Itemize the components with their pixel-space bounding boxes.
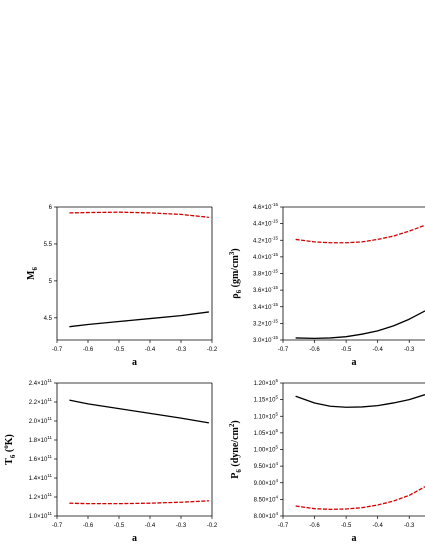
y-axis-label: M6	[26, 267, 39, 280]
y-tick-label: 2.2×1011	[29, 397, 53, 406]
y-tick-label: 1.8×1011	[29, 435, 53, 444]
x-tick-label: -0.3	[404, 347, 415, 353]
x-tick-label: -0.7	[52, 347, 63, 353]
y-tick-label: 3.0×10-15	[253, 335, 279, 344]
x-tick-label: -0.5	[114, 523, 125, 529]
y-tick-label: 1.6×1011	[29, 454, 53, 463]
solid-black-series-line	[295, 310, 425, 339]
y-tick-label: 5.5	[44, 242, 53, 248]
x-tick-label: -0.6	[83, 523, 94, 529]
y-tick-label: 9.50×104	[254, 461, 279, 470]
x-tick-label: -0.7	[278, 347, 289, 353]
x-axis-label: a	[132, 357, 137, 368]
x-tick-label: -0.4	[145, 347, 156, 353]
x-tick-label: -0.6	[309, 347, 320, 353]
y-tick-label: 3.2×10-15	[253, 318, 279, 327]
y-tick-label: 4.2×10-15	[253, 235, 279, 244]
y-tick-label: 1.05×105	[254, 428, 279, 437]
temperature-panel: -0.7 -0.6 -0.5 -0.4 -0.3 -0.2 1.0×1011 1.2×1011…	[2, 378, 218, 544]
x-tick-label: -0.7	[52, 523, 63, 529]
pressure-panel: -0.7 -0.6 -0.5 -0.4 -0.3 8.00×104 8.50×104 9.00…	[228, 378, 425, 544]
x-tick-label: -0.4	[145, 523, 156, 529]
x-axis-label: a	[352, 533, 357, 544]
y-tick-label: 1.15×105	[254, 395, 279, 404]
y-tick-label: 8.00×104	[254, 511, 279, 520]
y-tick-label: 6	[49, 205, 53, 211]
x-axis-label: a	[352, 357, 357, 368]
y-axis-label: P6 (dyne/cm2)	[228, 420, 243, 478]
y-tick-label: 2.0×1011	[29, 416, 53, 425]
y-tick-label: 1.0×1011	[29, 511, 53, 520]
dashed-red-series-line	[69, 211, 209, 218]
y-tick-label: 8.50×104	[254, 494, 279, 503]
y-tick-label: 4.0×10-15	[253, 252, 279, 261]
y-axis-label: T6 (oK)	[2, 434, 17, 465]
x-tick-label: -0.5	[114, 347, 125, 353]
y-tick-label: 4.4×10-15	[253, 219, 279, 228]
x-tick-label: -0.5	[341, 523, 352, 529]
x-tick-label: -0.2	[207, 347, 218, 353]
y-tick-label: 1.00×105	[254, 445, 279, 454]
y-tick-label: 2.4×1011	[29, 378, 53, 387]
solid-black-series-line	[295, 394, 425, 408]
x-tick-label: -0.2	[207, 523, 218, 529]
dashed-red-series-line	[295, 224, 425, 244]
x-tick-label: -0.6	[83, 347, 94, 353]
solid-black-series-line	[69, 311, 209, 328]
x-tick-label: -0.6	[309, 523, 320, 529]
dashed-red-series-line	[69, 500, 209, 505]
x-tick-label: -0.3	[404, 523, 415, 529]
solid-black-series-line	[69, 399, 210, 424]
x-tick-label: -0.3	[176, 347, 187, 353]
y-tick-label: 1.10×105	[254, 411, 279, 420]
y-axis-label: ρ6 (gm/cm3)	[228, 248, 243, 298]
y-tick-label: 3.4×10-15	[253, 302, 279, 311]
y-tick-label: 5	[49, 279, 53, 285]
y-tick-label: 1.4×1011	[29, 473, 53, 482]
y-tick-label: 3.8×10-15	[253, 269, 279, 278]
y-tick-label: 1.2×1011	[29, 492, 53, 501]
y-tick-label: 3.6×10-15	[253, 285, 279, 294]
x-axis-label: a	[132, 533, 137, 544]
x-tick-label: -0.3	[176, 523, 187, 529]
x-tick-label: -0.7	[278, 523, 289, 529]
density-panel: -0.7 -0.6 -0.5 -0.4 -0.3 3.0×10-15 3.2×10-15 3.…	[228, 202, 425, 368]
y-tick-label: 4.6×10-15	[253, 202, 279, 211]
x-tick-label: -0.5	[341, 347, 352, 353]
y-tick-label: 1.20×105	[254, 378, 279, 387]
y-tick-label: 4.5	[44, 316, 53, 322]
dashed-red-series-line	[295, 486, 425, 510]
mach-panel: -0.7 -0.6 -0.5 -0.4 -0.3 -0.2 4.5 5 5.5 6 a M6	[26, 205, 218, 368]
x-tick-label: -0.4	[372, 523, 383, 529]
y-tick-label: 9.00×104	[254, 478, 279, 487]
x-tick-label: -0.4	[372, 347, 383, 353]
